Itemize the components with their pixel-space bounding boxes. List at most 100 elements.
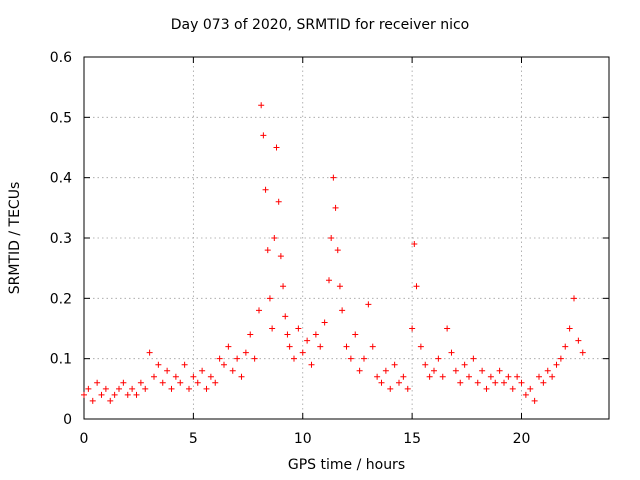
data-point (444, 325, 451, 332)
data-point (492, 379, 499, 386)
data-point (496, 367, 503, 374)
data-point (566, 325, 573, 332)
data-point (111, 391, 118, 398)
data-point (457, 379, 464, 386)
data-point (549, 373, 556, 380)
data-point (369, 343, 376, 350)
x-tick-label: 0 (80, 431, 89, 447)
data-point (308, 361, 315, 368)
data-point (531, 397, 538, 404)
data-point (186, 385, 192, 392)
data-point (527, 385, 534, 392)
data-point (413, 283, 420, 290)
data-point (479, 367, 486, 374)
data-point (422, 361, 429, 368)
data-point (505, 373, 512, 380)
data-point (312, 331, 319, 338)
x-tick-label: 15 (403, 431, 421, 447)
y-axis-label: SRMTID / TECUs (7, 181, 23, 295)
data-point (280, 283, 287, 290)
data-point (514, 373, 521, 380)
data-point (396, 379, 402, 386)
data-point (234, 355, 241, 362)
data-point (238, 373, 245, 380)
data-point (339, 307, 346, 314)
data-point (199, 367, 206, 374)
x-axis-label: GPS time / hours (287, 457, 406, 473)
data-point (207, 373, 214, 380)
data-point (378, 379, 385, 386)
data-point (190, 373, 197, 380)
x-tick-label: 10 (294, 431, 312, 447)
data-point (411, 241, 418, 248)
data-point (474, 379, 481, 386)
data-point (258, 102, 265, 109)
tick-labels: 0 5 10 15 20 0 0.1 0.2 0.3 0.4 0.5 0.6 (50, 50, 531, 447)
chart-title: Day 073 of 2020, SRMTID for receiver nic… (170, 17, 470, 33)
data-point (177, 379, 184, 386)
data-point (299, 349, 306, 356)
data-point (81, 391, 87, 398)
data-point (282, 313, 289, 320)
data-point (116, 385, 122, 392)
data-point (98, 391, 105, 398)
data-point (518, 379, 525, 386)
data-point (262, 186, 269, 193)
data-point (286, 343, 293, 350)
data-point (251, 355, 258, 362)
data-point (242, 349, 249, 356)
data-point (334, 247, 341, 254)
data-point (146, 349, 153, 356)
data-point (483, 385, 490, 392)
data-point (439, 373, 446, 380)
data-point (579, 349, 586, 356)
data-point (275, 198, 282, 205)
data-point (343, 343, 350, 350)
data-point (562, 343, 569, 350)
y-tick-label: 0.4 (50, 171, 72, 187)
data-point (256, 307, 262, 314)
y-tick-label: 0.5 (50, 110, 72, 126)
data-point (501, 379, 507, 386)
data-point (269, 325, 276, 332)
data-point (94, 379, 101, 386)
data-point (426, 373, 433, 380)
data-point (409, 325, 416, 332)
data-point (194, 379, 201, 386)
data-point (124, 391, 131, 398)
data-point (417, 343, 424, 350)
data-point (361, 355, 367, 362)
data-point (487, 373, 494, 380)
data-point (216, 355, 223, 362)
grid-lines (84, 57, 609, 419)
data-point (544, 367, 551, 374)
data-point (352, 331, 359, 338)
data-point (431, 367, 437, 374)
data-point (540, 379, 547, 386)
data-point (271, 235, 278, 241)
data-point (435, 355, 442, 362)
data-point (326, 277, 332, 284)
data-point (137, 379, 144, 386)
data-point (391, 361, 398, 368)
data-point (575, 337, 582, 344)
data-point (374, 373, 381, 380)
data-point (553, 361, 560, 368)
data-point (151, 373, 157, 380)
data-point (247, 331, 254, 338)
data-point (89, 397, 96, 404)
data-point (330, 174, 337, 181)
y-tick-label: 0.3 (50, 231, 72, 247)
y-tick-label: 0.6 (50, 50, 72, 66)
x-tick-label: 5 (189, 431, 198, 447)
y-tick-label: 0.2 (50, 291, 72, 307)
y-tick-label: 0.1 (50, 352, 72, 368)
data-point (365, 301, 372, 308)
axes (83, 56, 610, 420)
data-point (168, 385, 175, 392)
data-point (387, 385, 394, 392)
data-point (466, 373, 472, 380)
data-point (225, 343, 232, 350)
data-point (317, 343, 324, 350)
data-points (81, 102, 586, 404)
